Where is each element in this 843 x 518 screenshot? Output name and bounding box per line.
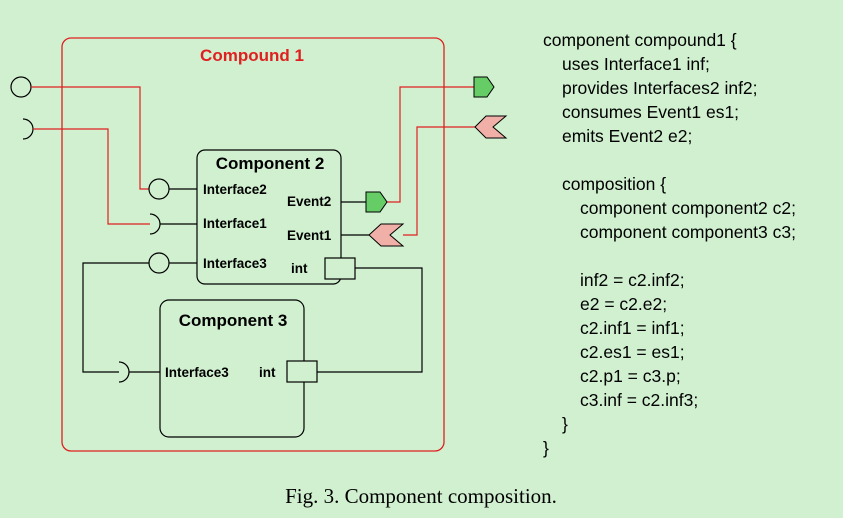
code-line: } (543, 438, 549, 458)
component3-title: Component 3 (179, 311, 288, 330)
code-line: consumes Event1 es1; (562, 102, 739, 122)
code-line: component compound1 { (543, 30, 737, 50)
wire-event2 (387, 86, 474, 203)
component3-int-label: int (259, 365, 276, 380)
compound-event-sink-icon (474, 115, 508, 139)
code-line: c2.es1 = es1; (580, 342, 685, 362)
component3-interface3-label: Interface3 (165, 365, 229, 380)
code-line: provides Interfaces2 inf2; (562, 78, 758, 98)
code-line: component component2 c2; (580, 198, 796, 218)
wire-int (317, 267, 423, 373)
component2-int-port (324, 257, 356, 280)
interface3-facet-icon (148, 252, 170, 274)
component3-int-port (286, 360, 318, 383)
interface1-receptacle-icon (149, 213, 161, 235)
wire-interface2 (31, 86, 149, 190)
compound-box (61, 37, 445, 452)
event2-label: Event2 (287, 194, 331, 209)
component3-interface3-receptacle-icon (118, 361, 130, 383)
code-line: e2 = c2.e2; (580, 294, 667, 314)
code-line: c2.inf1 = inf1; (580, 318, 685, 338)
code-line: c2.p1 = c3.p; (580, 366, 681, 386)
component2-int-label: int (291, 261, 308, 276)
code-line: emits Event2 e2; (562, 126, 692, 146)
code-listing: component compound1 { uses Interface1 in… (543, 30, 796, 458)
compound-required-interface-icon (22, 118, 34, 140)
code-line: composition { (562, 174, 666, 194)
code-line: uses Interface1 inf; (562, 54, 710, 74)
wire-interface1 (33, 128, 150, 225)
component2-box (196, 149, 342, 285)
component2-title: Component 2 (216, 154, 325, 173)
code-line: inf2 = c2.inf2; (580, 270, 685, 290)
component2-interface3-label: Interface3 (203, 256, 267, 271)
code-line: } (562, 414, 568, 434)
event1-label: Event1 (287, 228, 332, 243)
code-line: c3.inf = c2.inf3; (580, 390, 698, 410)
interface1-label: Interface1 (203, 216, 267, 231)
event2-source-icon (365, 191, 388, 213)
event1-sink-icon (368, 223, 405, 247)
code-line: component component3 c3; (580, 222, 796, 242)
interface2-socket-icon (148, 178, 170, 200)
compound-event-source-icon (473, 76, 495, 98)
figure-caption: Fig. 3. Component composition. (285, 484, 557, 508)
wire-interface3 (82, 262, 149, 373)
compound-title: Compound 1 (200, 46, 304, 65)
wire-event1 (403, 126, 475, 236)
compound-provided-interface-icon (10, 76, 32, 98)
interface2-label: Interface2 (203, 182, 267, 197)
